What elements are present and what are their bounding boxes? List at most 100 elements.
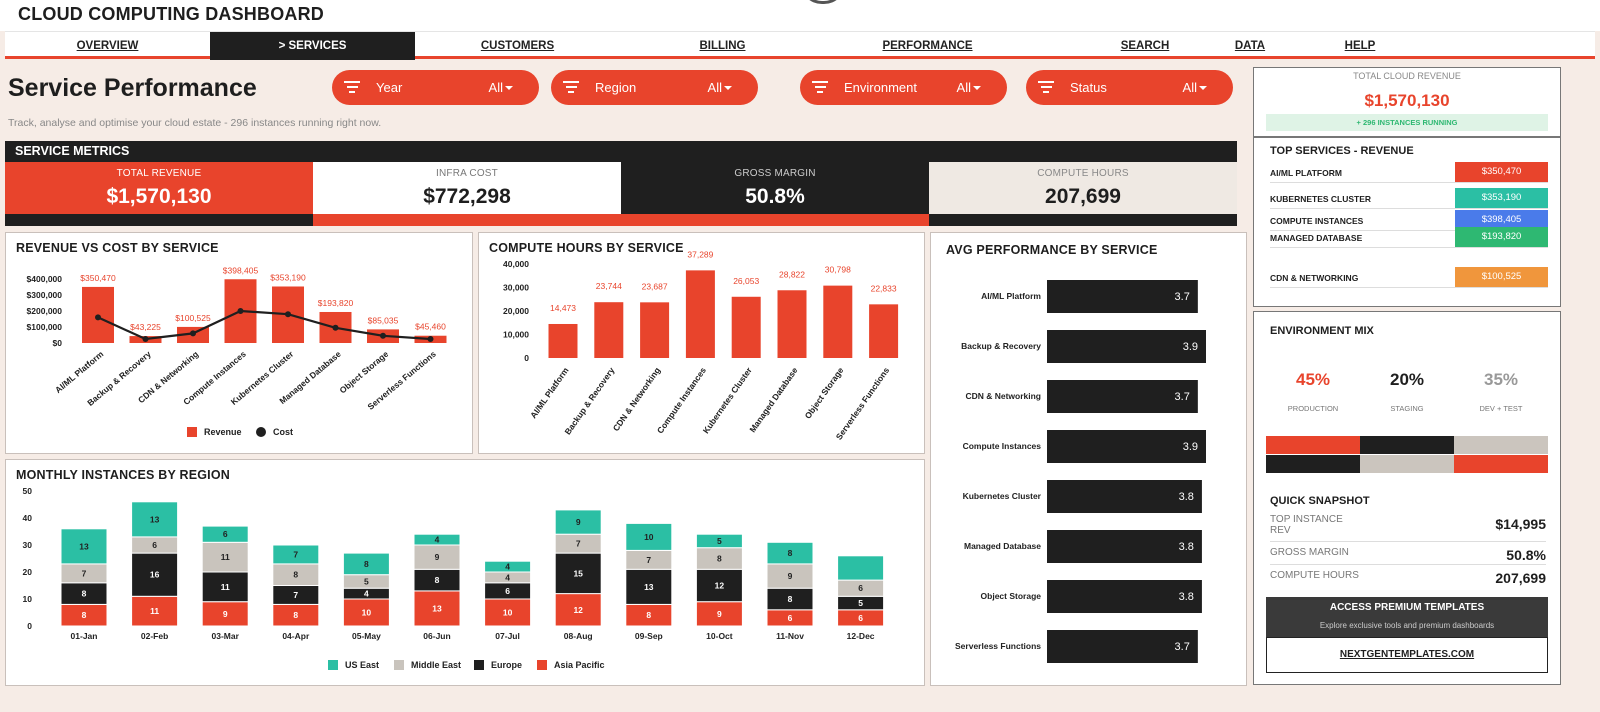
total-cloud-value: $1,570,130	[1364, 91, 1450, 110]
cost-point	[332, 324, 339, 331]
filter-value: All	[488, 80, 503, 95]
panel-title: REVENUE VS COST BY SERVICE	[16, 241, 219, 255]
segment-label: 4	[505, 562, 510, 572]
x-tick-label: Compute Instances	[655, 365, 708, 435]
segment-label: 4	[364, 589, 369, 599]
data-label: 3.7	[1175, 641, 1190, 653]
segment-label: 8	[788, 548, 793, 558]
stack-segment	[766, 563, 814, 589]
service-metrics-header: SERVICE METRICS	[5, 141, 1237, 162]
y-tick-label: 40	[23, 513, 33, 523]
env-devtest-pct: 35%	[1483, 370, 1519, 389]
filter-label: Environment	[844, 80, 917, 95]
x-tick-label: 04-Apr	[282, 631, 310, 641]
compute-bar	[548, 323, 578, 358]
snapshot-row: TOP INSTANCE REV $14,995	[1270, 514, 1546, 542]
performance-bar	[1047, 580, 1202, 613]
environment-segment	[1454, 436, 1548, 454]
data-label: 3.8	[1179, 541, 1194, 553]
data-label: 3.7	[1175, 391, 1190, 403]
premium-title: ACCESS PREMIUM TEMPLATES	[1329, 602, 1485, 613]
service-revenue: $353,190	[1455, 188, 1548, 208]
stack-segment	[131, 552, 179, 597]
filter-label: Year	[376, 80, 403, 95]
x-tick-label: Object Storage	[338, 349, 391, 396]
nav-services[interactable]: > SERVICES	[210, 32, 415, 60]
data-label: 37,289	[687, 249, 713, 259]
segment-label: 10	[644, 532, 654, 542]
snapshot-row: COMPUTE HOURS 207,699	[1270, 568, 1546, 588]
filter-status[interactable]: Status All	[1026, 70, 1233, 105]
service-name: CDN & NETWORKING	[1270, 273, 1359, 283]
environment-mix-title: ENVIRONMENT MIX	[1270, 325, 1374, 337]
segment-label: 7	[82, 568, 87, 578]
kpi-strip	[621, 214, 929, 226]
nav-data[interactable]: DATA	[1234, 40, 1266, 52]
stack-segment	[131, 595, 179, 627]
x-tick-label: 09-Sep	[635, 631, 663, 641]
data-label: 3.9	[1183, 341, 1198, 353]
data-label: 3.7	[1175, 291, 1190, 303]
premium-link[interactable]: NEXTGENTEMPLATES.COM	[1266, 637, 1548, 673]
x-tick-label: Kubernetes Cluster	[701, 365, 755, 436]
category-label: Managed Database	[964, 541, 1041, 551]
performance-bar	[1047, 280, 1198, 313]
legend-label: Middle East	[411, 660, 461, 670]
filter-icon	[563, 81, 579, 93]
kpi-label: COMPUTE HOURS	[1037, 168, 1129, 179]
env-production-label: PRODUCTION	[1287, 404, 1339, 413]
kpi-strip	[929, 214, 1237, 226]
x-tick-label: 10-Oct	[706, 631, 733, 641]
stack-segment	[413, 590, 461, 627]
kpi-label: INFRA COST	[435, 168, 498, 179]
performance-bar	[1047, 530, 1202, 563]
filter-icon	[812, 81, 828, 93]
category-label: Object Storage	[981, 591, 1042, 601]
legend-swatch-revenue	[187, 427, 197, 437]
service-revenue: $350,470	[1455, 162, 1548, 182]
page-title: Service Performance	[8, 74, 257, 102]
environment-segment	[1266, 436, 1360, 454]
premium-subtitle: Explore exclusive tools and premium dash…	[1319, 621, 1495, 630]
compute-bar	[685, 270, 715, 358]
x-tick-label: Object Storage	[803, 365, 846, 420]
segment-label: 13	[79, 541, 89, 551]
filter-environment[interactable]: Environment All	[800, 70, 1007, 105]
legend-label: US East	[345, 660, 379, 670]
top-service-row: CDN & NETWORKING $100,525	[1270, 267, 1548, 288]
compute-bar	[823, 285, 853, 358]
segment-label: 6	[152, 540, 157, 550]
segment-label: 8	[293, 570, 298, 580]
quick-snapshot-title: QUICK SNAPSHOT	[1270, 495, 1370, 507]
nav-billing[interactable]: BILLING	[699, 40, 746, 52]
segment-label: 7	[293, 549, 298, 559]
segment-label: 6	[505, 586, 510, 596]
instances-running-badge: + 296 INSTANCES RUNNING	[1266, 114, 1548, 131]
nav-search[interactable]: SEARCH	[1120, 40, 1170, 52]
env-staging-label: STAGING	[1390, 404, 1424, 413]
y-tick-label: 20	[23, 567, 33, 577]
y-tick-label: $100,000	[27, 322, 63, 332]
x-tick-label: 07-Jul	[495, 631, 520, 641]
filter-year[interactable]: Year All	[332, 70, 539, 105]
filter-region[interactable]: Region All	[551, 70, 758, 105]
y-tick-label: 50	[23, 486, 33, 496]
stack-segment	[201, 571, 249, 603]
top-service-row: MANAGED DATABASE $193,820	[1270, 227, 1548, 248]
x-tick-label: 12-Dec	[847, 631, 875, 641]
chevron-down-icon	[724, 86, 732, 90]
environment-segment	[1266, 455, 1360, 473]
x-tick-label: Managed Database	[747, 365, 800, 434]
nav-overview[interactable]: OVERVIEW	[76, 40, 139, 52]
y-tick-label: $0	[53, 338, 63, 348]
data-label: 3.8	[1179, 491, 1194, 503]
stack-segment	[484, 560, 532, 573]
kpi-label: TOTAL REVENUE	[116, 168, 202, 179]
segment-label: 6	[788, 613, 793, 623]
nav-help[interactable]: HELP	[1344, 40, 1376, 52]
nav-customers[interactable]: CUSTOMERS	[480, 40, 555, 52]
kpi-value: $772,298	[423, 185, 511, 208]
nav-performance[interactable]: PERFORMANCE	[882, 40, 973, 52]
stack-segment	[766, 541, 814, 565]
top-service-row: KUBERNETES CLUSTER $353,190	[1270, 188, 1548, 209]
